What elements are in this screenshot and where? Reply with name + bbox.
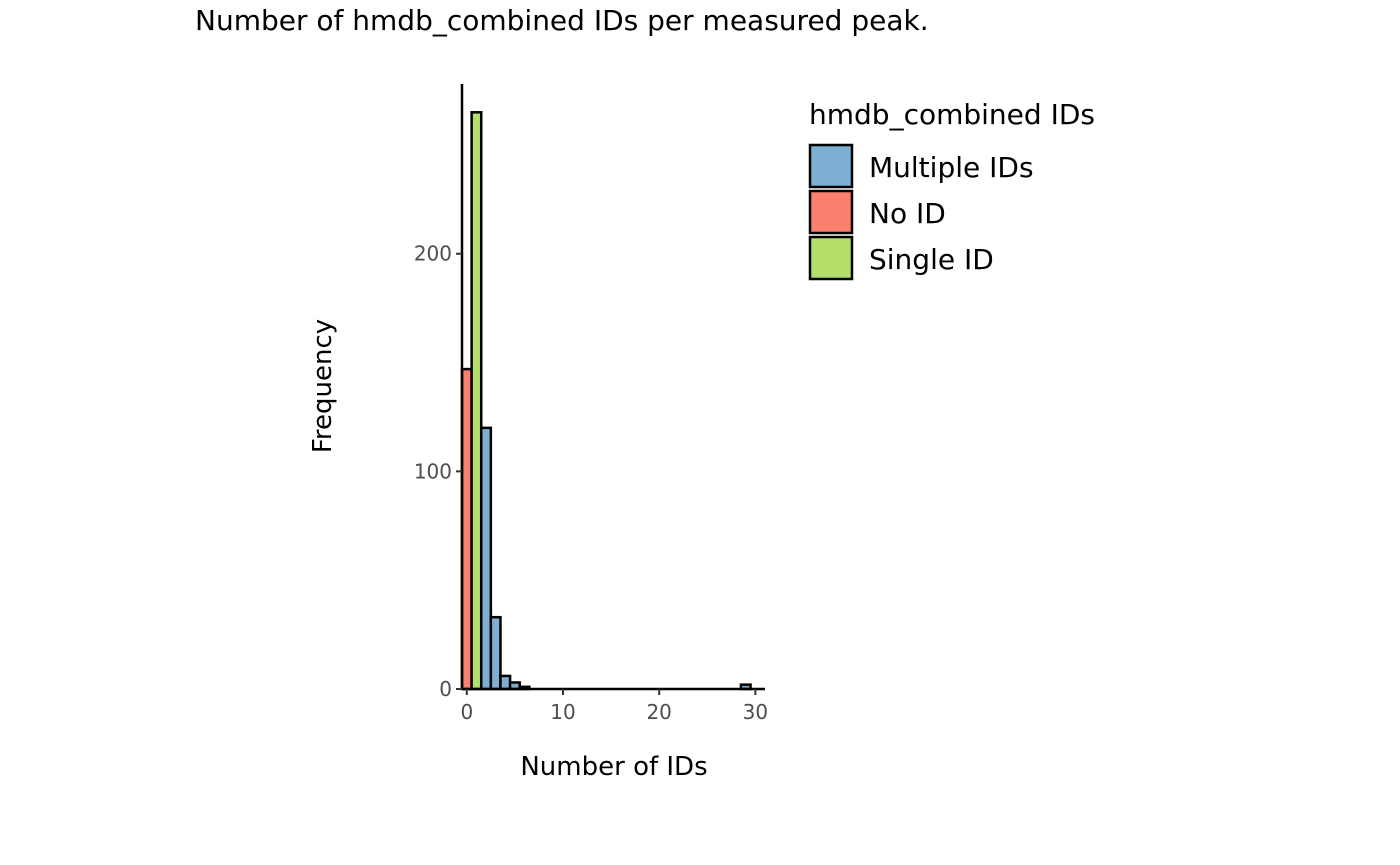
- histogram-bar: [479, 426, 493, 691]
- legend-label: No ID: [869, 197, 946, 230]
- histogram-bar: [470, 111, 483, 691]
- bars-layer: [460, 111, 752, 691]
- legend: hmdb_combined IDs Multiple IDs No ID Singl…: [808, 98, 1095, 281]
- legend-title: hmdb_combined IDs: [809, 98, 1095, 131]
- y-tick-label: 200: [414, 242, 452, 266]
- y-axis-ticks: 0 100 200: [414, 242, 462, 701]
- histogram-bar: [489, 615, 502, 691]
- legend-label: Single ID: [869, 243, 994, 276]
- x-axis-ticks: 0 10 20 30: [460, 689, 768, 724]
- x-tick-label: 10: [550, 700, 575, 724]
- legend-key: [808, 235, 854, 281]
- chart-title: Number of hmdb_combined IDs per measured…: [195, 4, 929, 37]
- legend-key: [808, 189, 854, 235]
- y-tick-label: 0: [439, 677, 452, 701]
- x-tick-label: 30: [743, 700, 768, 724]
- x-tick-label: 20: [646, 700, 671, 724]
- x-tick-label: 0: [460, 700, 473, 724]
- y-axis-title: Frequency: [308, 319, 338, 453]
- legend-label: Multiple IDs: [869, 151, 1034, 184]
- x-axis-title: Number of IDs: [520, 752, 707, 782]
- legend-key: [808, 143, 854, 189]
- histogram-bar: [460, 367, 473, 691]
- y-tick-label: 100: [414, 459, 452, 483]
- legend-items: Multiple IDs No ID Single ID: [808, 143, 1034, 281]
- histogram-bar: [499, 674, 512, 691]
